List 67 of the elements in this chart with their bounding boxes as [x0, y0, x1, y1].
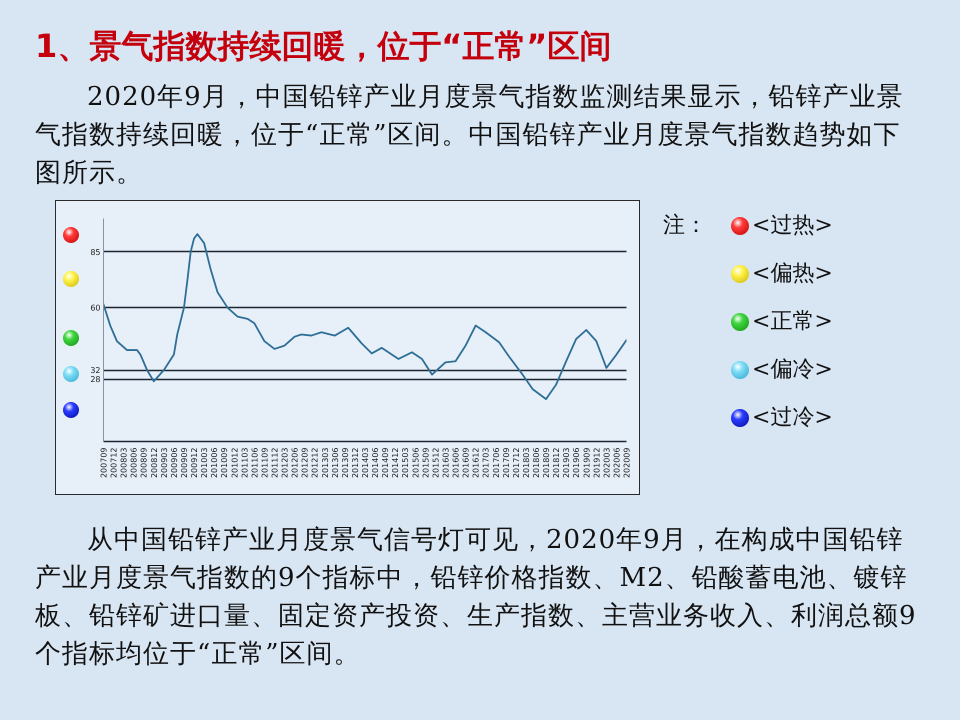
y-tick-label: 32 [90, 366, 101, 376]
text: 2020年9月，中国铅锌产业月度景气指数监测结果显示，铅锌产业景气指数持续回暖，位于“正常”区间。中国铅锌产业月度景气指数趋势如下图所示。 [35, 81, 905, 190]
x-tick-label: 201112 [270, 447, 280, 478]
y-tick-label: 60 [90, 304, 101, 313]
x-tick-label: 201703 [482, 447, 491, 478]
text: <偏热> [752, 260, 833, 288]
x-tick-label: 201906 [572, 447, 582, 478]
x-tick-label: 201409 [381, 447, 390, 478]
x-tick-label: 200709 [100, 447, 108, 478]
x-tick-label: 201706 [492, 447, 501, 478]
x-tick-label: 201712 [512, 447, 521, 478]
x-tick-label: 200903 [160, 447, 169, 478]
x-tick-label: 201606 [452, 447, 461, 478]
x-tick-label: 201209 [300, 447, 310, 478]
x-tick-label: 200812 [150, 447, 159, 478]
text: 注： [663, 212, 707, 240]
x-tick-label: 201503 [401, 447, 410, 478]
x-tick-label: 201006 [210, 447, 220, 478]
x-tick-label: 201903 [562, 447, 572, 478]
x-tick-label: 200909 [180, 447, 189, 478]
x-tick-label: 201412 [391, 447, 400, 478]
x-tick-label: 202006 [612, 447, 622, 478]
x-tick-label: 201312 [350, 447, 360, 478]
x-tick-label: 201512 [431, 447, 440, 478]
chart-title: 1、景气指数持续回暖，位于“正常”区间 [35, 26, 612, 67]
x-tick-label: 201403 [361, 447, 370, 478]
x-tick-label: 200912 [190, 447, 200, 478]
x-tick-label: 201609 [462, 447, 471, 478]
x-tick-label: 201406 [371, 447, 380, 478]
x-tick-label: 201103 [240, 447, 250, 478]
x-tick-label: 200906 [170, 447, 179, 478]
x-tick-label: 201506 [411, 447, 420, 478]
x-tick-label: 201009 [220, 447, 230, 478]
text: <偏冷> [752, 356, 833, 384]
x-tick-label: 201003 [200, 447, 210, 478]
x-tick-label: 201809 [542, 447, 552, 478]
x-tick-label: 202009 [622, 447, 632, 478]
x-tick-label: 201309 [340, 447, 350, 478]
x-tick-label: 201106 [250, 447, 260, 478]
x-tick-label: 201709 [502, 447, 511, 478]
x-tick-label: 201612 [472, 447, 481, 478]
x-tick-label: 201806 [532, 447, 541, 478]
x-tick-label: 200806 [130, 447, 139, 478]
x-tick-label: 201509 [421, 447, 430, 478]
text: <过热> [752, 212, 833, 240]
x-tick-label: 201109 [260, 447, 270, 478]
x-tick-label: 200809 [140, 447, 149, 478]
text: 从中国铅锌产业月度景气信号灯可见，2020年9月，在构成中国铅锌产业月度景气指数的9个指标中，铅锌价格指数、M2、铅酸蓄电池、镀锌板、铅锌矿进口量、固定资产投资、生产指数、主营业务收入、利润总额9个指标均位于“正常”区间。 [35, 524, 918, 671]
x-tick-label: 201303 [320, 447, 330, 478]
text: <正常> [752, 308, 833, 336]
x-tick-label: 201306 [330, 447, 340, 478]
x-tick-label: 202003 [602, 447, 612, 478]
x-tick-label: 201603 [441, 447, 450, 478]
x-tick-label: 201912 [592, 447, 602, 478]
x-tick-label: 201812 [552, 447, 562, 478]
line-series [104, 233, 626, 400]
x-tick-label: 201212 [310, 447, 320, 478]
x-tick-label: 200712 [110, 447, 119, 478]
x-tick-label: 200803 [120, 447, 129, 478]
x-tick-label: 201012 [230, 447, 240, 478]
y-tick-label: 85 [90, 248, 101, 257]
text: <过冷> [752, 404, 833, 432]
x-tick-label: 201203 [280, 447, 290, 478]
x-tick-label: 201803 [522, 447, 531, 478]
x-tick-label: 201909 [582, 447, 592, 478]
y-tick-label: 28 [90, 375, 101, 384]
x-tick-label: 201206 [290, 447, 300, 478]
